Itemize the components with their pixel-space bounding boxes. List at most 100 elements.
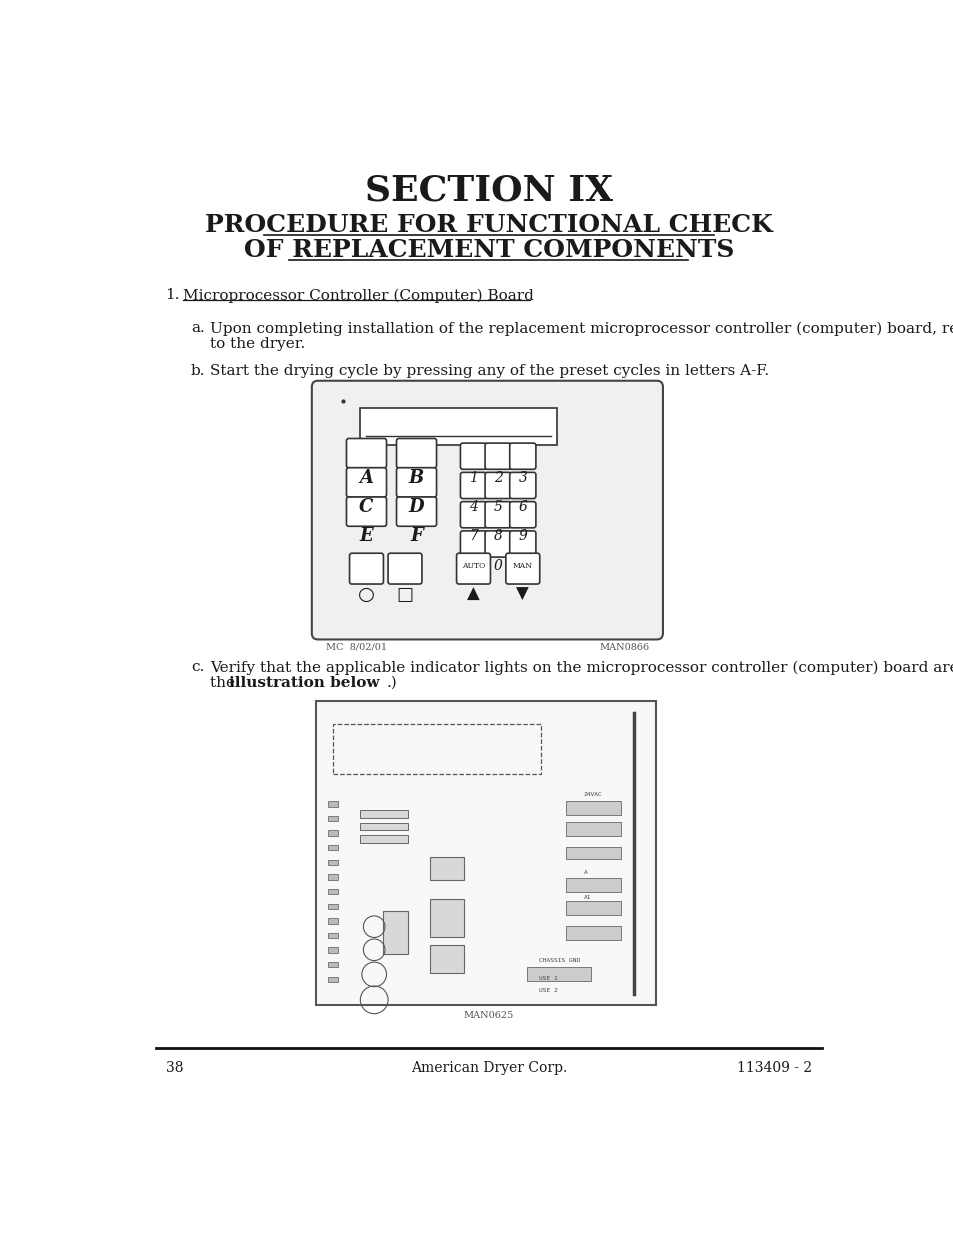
Text: MAN0866: MAN0866: [598, 642, 648, 652]
Text: 9: 9: [517, 530, 527, 543]
Bar: [328, 860, 337, 864]
Text: Upon completing installation of the replacement microprocessor controller (compu: Upon completing installation of the repl…: [210, 321, 953, 336]
Text: 6: 6: [517, 500, 527, 514]
FancyBboxPatch shape: [396, 438, 436, 468]
Text: USE 2: USE 2: [538, 988, 558, 993]
Text: 113409 - 2: 113409 - 2: [737, 1061, 811, 1074]
Bar: [328, 932, 337, 939]
Text: PROCEDURE FOR FUNCTIONAL CHECK: PROCEDURE FOR FUNCTIONAL CHECK: [205, 214, 772, 237]
Bar: [328, 918, 337, 924]
Text: A1: A1: [583, 895, 591, 900]
Text: Verify that the applicable indicator lights on the microprocessor controller (co: Verify that the applicable indicator lig…: [210, 661, 953, 674]
Text: the: the: [210, 676, 240, 689]
Text: D: D: [408, 498, 424, 516]
Bar: [360, 409, 557, 446]
Text: F: F: [410, 527, 422, 546]
FancyBboxPatch shape: [460, 501, 486, 527]
Text: 7: 7: [469, 530, 477, 543]
Bar: [565, 802, 620, 815]
Bar: [333, 724, 540, 774]
Text: c.: c.: [191, 661, 204, 674]
FancyBboxPatch shape: [484, 472, 511, 499]
Text: ▲: ▲: [467, 587, 479, 604]
FancyBboxPatch shape: [509, 472, 536, 499]
Text: A: A: [583, 871, 587, 876]
FancyBboxPatch shape: [349, 553, 383, 584]
FancyBboxPatch shape: [396, 496, 436, 526]
Text: illustration below: illustration below: [229, 676, 378, 689]
Text: A: A: [359, 469, 374, 487]
Text: ▼: ▼: [516, 587, 529, 604]
Text: 4: 4: [469, 500, 477, 514]
Text: C: C: [359, 498, 374, 516]
Bar: [328, 889, 337, 894]
Bar: [328, 947, 337, 953]
Text: .): .): [386, 676, 396, 689]
Text: 5: 5: [494, 500, 502, 514]
FancyBboxPatch shape: [484, 501, 511, 527]
Text: □: □: [396, 585, 413, 604]
FancyBboxPatch shape: [388, 553, 421, 584]
Bar: [328, 802, 337, 806]
Bar: [315, 701, 656, 1005]
Bar: [527, 967, 590, 981]
Text: to the dryer.: to the dryer.: [210, 337, 305, 351]
Text: 2: 2: [494, 471, 502, 485]
Text: b.: b.: [191, 364, 205, 378]
FancyBboxPatch shape: [460, 531, 486, 557]
FancyBboxPatch shape: [312, 380, 662, 640]
Bar: [328, 816, 337, 821]
Bar: [565, 926, 620, 940]
FancyBboxPatch shape: [460, 472, 486, 499]
Text: Microprocessor Controller (Computer) Board: Microprocessor Controller (Computer) Boa…: [183, 288, 534, 303]
Bar: [328, 830, 337, 836]
Text: a.: a.: [191, 321, 205, 336]
Text: SECTION IX: SECTION IX: [364, 174, 613, 207]
Bar: [328, 977, 337, 982]
FancyBboxPatch shape: [484, 443, 511, 469]
FancyBboxPatch shape: [509, 501, 536, 527]
Text: 1.: 1.: [166, 288, 180, 303]
Text: AUTO: AUTO: [461, 562, 485, 569]
FancyBboxPatch shape: [484, 531, 511, 557]
Bar: [429, 857, 464, 879]
Bar: [429, 899, 464, 937]
Text: ○: ○: [357, 585, 375, 604]
FancyBboxPatch shape: [396, 468, 436, 496]
Bar: [328, 962, 337, 967]
Bar: [383, 910, 408, 953]
Bar: [360, 835, 408, 842]
Text: MC  8/02/01: MC 8/02/01: [325, 642, 386, 652]
Bar: [360, 810, 408, 818]
Text: American Dryer Corp.: American Dryer Corp.: [411, 1061, 566, 1074]
Bar: [328, 845, 337, 851]
FancyBboxPatch shape: [460, 443, 486, 469]
Bar: [328, 874, 337, 879]
Text: E: E: [359, 527, 373, 546]
Text: 0: 0: [494, 558, 502, 573]
Bar: [565, 847, 620, 858]
Bar: [328, 904, 337, 909]
Bar: [565, 823, 620, 836]
Bar: [565, 878, 620, 892]
Text: B: B: [409, 469, 424, 487]
Text: OF REPLACEMENT COMPONENTS: OF REPLACEMENT COMPONENTS: [243, 238, 734, 262]
FancyBboxPatch shape: [509, 443, 536, 469]
Bar: [565, 902, 620, 915]
FancyBboxPatch shape: [346, 468, 386, 496]
Text: CHASSIS GND: CHASSIS GND: [538, 958, 579, 963]
Text: MAN0625: MAN0625: [463, 1010, 514, 1020]
Text: 38: 38: [166, 1061, 183, 1074]
FancyBboxPatch shape: [346, 438, 386, 468]
Text: MAN: MAN: [513, 562, 532, 569]
FancyBboxPatch shape: [509, 531, 536, 557]
Text: 3: 3: [517, 471, 527, 485]
Text: USE 1: USE 1: [538, 976, 558, 981]
Bar: [360, 823, 408, 830]
Text: 1: 1: [469, 471, 477, 485]
Bar: [429, 945, 464, 973]
FancyBboxPatch shape: [456, 553, 490, 584]
Text: Start the drying cycle by pressing any of the preset cycles in letters A-F.: Start the drying cycle by pressing any o…: [210, 364, 768, 378]
FancyBboxPatch shape: [505, 553, 539, 584]
FancyBboxPatch shape: [346, 496, 386, 526]
